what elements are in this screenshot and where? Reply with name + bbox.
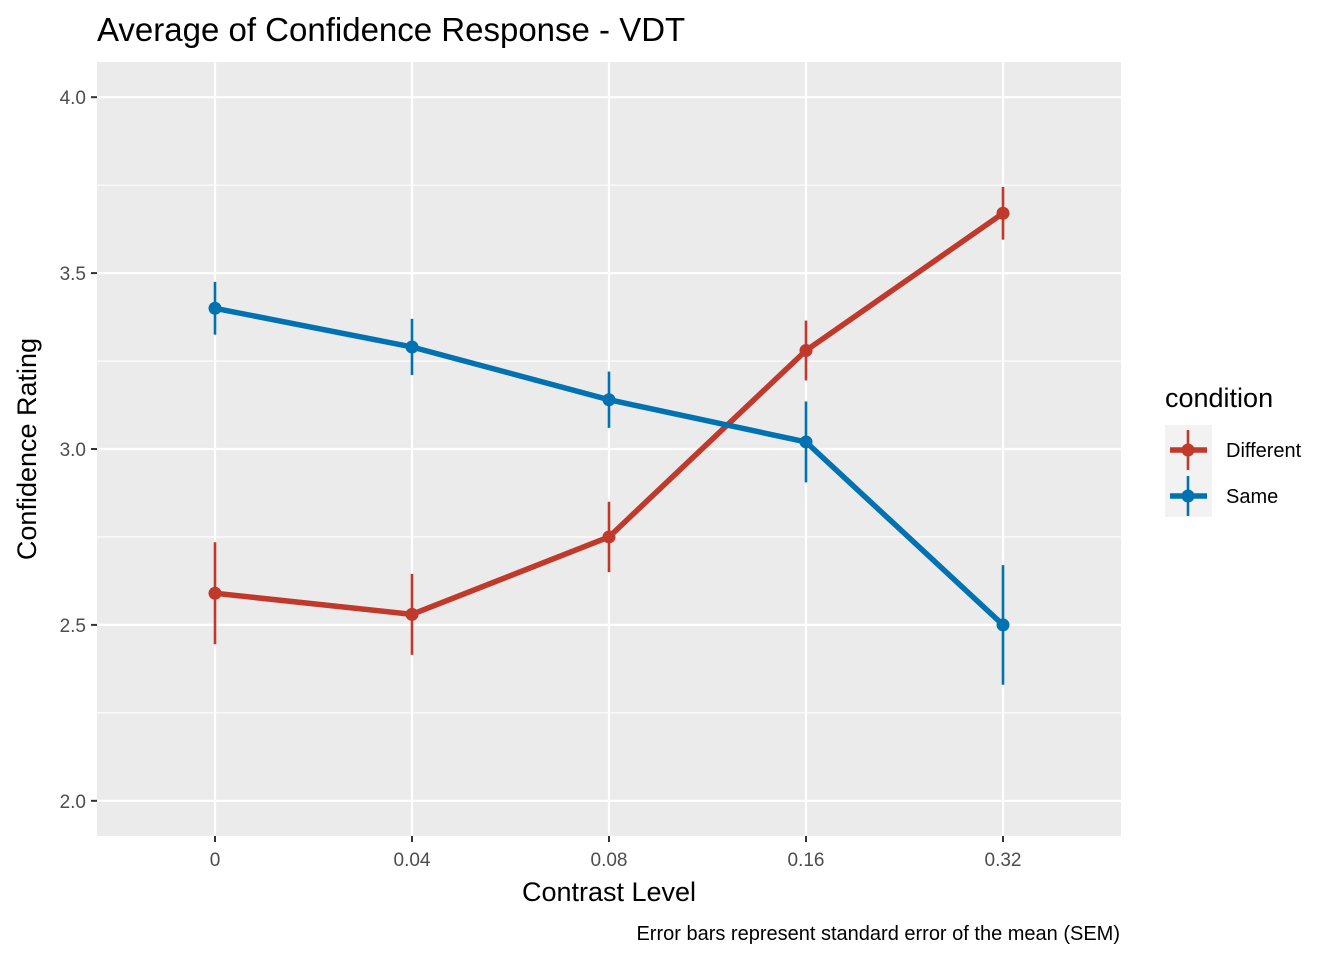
y-tick-label: 3.0 — [60, 440, 86, 461]
data-point-different — [996, 206, 1010, 220]
x-tick-label: 0 — [210, 850, 221, 871]
series-different — [208, 186, 1010, 655]
legend-key-same — [1170, 476, 1207, 516]
y-tick-label: 2.5 — [60, 616, 86, 637]
y-tick-label: 3.5 — [60, 264, 86, 285]
legend-key-different — [1170, 430, 1207, 470]
data-point-different — [208, 586, 222, 600]
data-point-same — [405, 340, 419, 354]
x-tick-label: 0.08 — [591, 850, 628, 871]
x-axis-title: Contrast Level — [522, 877, 696, 907]
x-tick-label: 0.04 — [394, 850, 431, 871]
legend-label-same: Same — [1226, 486, 1278, 508]
data-point-same — [208, 301, 222, 315]
data-point-different — [602, 530, 616, 544]
series-layer — [208, 186, 1010, 685]
chart-caption: Error bars represent standard error of t… — [636, 923, 1120, 945]
data-point-same — [799, 435, 813, 449]
y-axis-title: Confidence Rating — [12, 338, 42, 560]
data-point-different — [799, 343, 813, 357]
legend-point — [1181, 489, 1195, 503]
legend: condition Different Same — [1165, 383, 1302, 517]
legend-label-different: Different — [1226, 440, 1302, 462]
major-gridlines — [97, 62, 1121, 836]
data-point-same — [602, 393, 616, 407]
x-tick-label: 0.32 — [985, 850, 1022, 871]
y-axis: 2.0 2.5 3.0 3.5 4.0 — [60, 88, 97, 813]
series-same — [208, 281, 1010, 685]
legend-title: condition — [1165, 383, 1273, 413]
chart-title: Average of Confidence Response - VDT — [97, 11, 685, 48]
y-tick-label: 4.0 — [60, 88, 86, 109]
x-axis: 0 0.04 0.08 0.16 0.32 — [210, 836, 1022, 871]
data-point-same — [996, 618, 1010, 632]
data-point-different — [405, 607, 419, 621]
legend-point — [1181, 443, 1195, 457]
x-tick-label: 0.16 — [788, 850, 825, 871]
y-tick-label: 2.0 — [60, 792, 86, 813]
